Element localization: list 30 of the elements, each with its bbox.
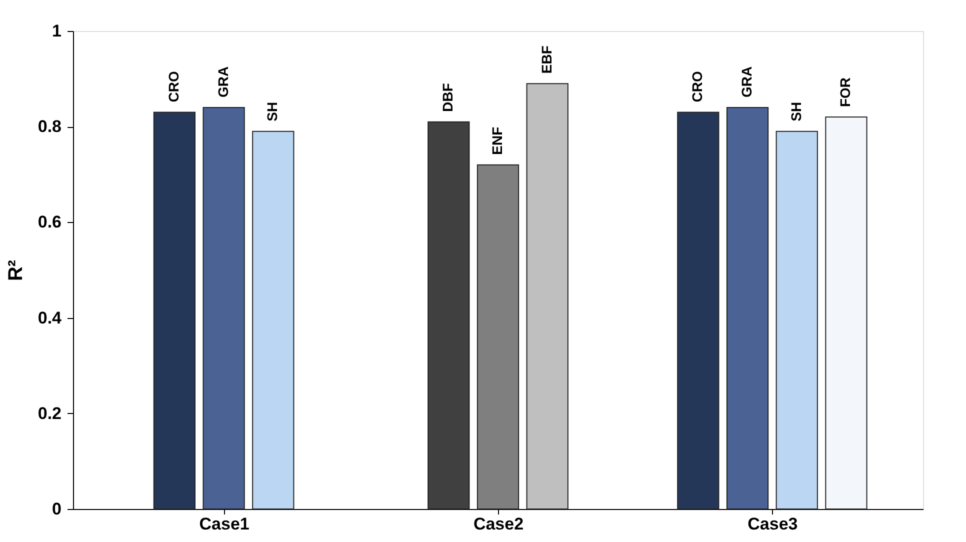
bar	[776, 130, 818, 510]
y-tick-label: 0.4	[38, 308, 62, 328]
text: DBF	[440, 82, 456, 112]
bar	[153, 112, 196, 510]
y-tick-label: 0	[52, 500, 62, 518]
x-tick-label: Case1	[199, 514, 250, 534]
text: SH	[264, 102, 280, 122]
text: GRA	[214, 66, 231, 98]
y-tick-label: 1	[52, 22, 62, 40]
bar	[202, 106, 245, 510]
x-tick-label: Case3	[748, 514, 798, 534]
y-tick-label: 0.6	[38, 212, 62, 232]
text: GRA	[738, 66, 755, 98]
y-axis-title: R²	[4, 260, 27, 282]
bar	[252, 130, 294, 510]
text: CRO	[165, 71, 182, 102]
bar	[726, 106, 769, 510]
y-tick-label: 0.2	[38, 404, 62, 423]
bar	[677, 112, 720, 510]
bar	[428, 121, 470, 510]
text: EBF	[538, 45, 554, 74]
bar	[476, 164, 520, 510]
y-tick-label: 0.8	[38, 117, 62, 136]
bar	[526, 83, 568, 510]
text: ENF	[489, 126, 505, 155]
text: CRO	[689, 71, 706, 102]
text: FOR	[837, 77, 854, 108]
text: SH	[788, 102, 804, 122]
x-tick-label: Case2	[473, 514, 524, 534]
bar	[825, 116, 868, 510]
